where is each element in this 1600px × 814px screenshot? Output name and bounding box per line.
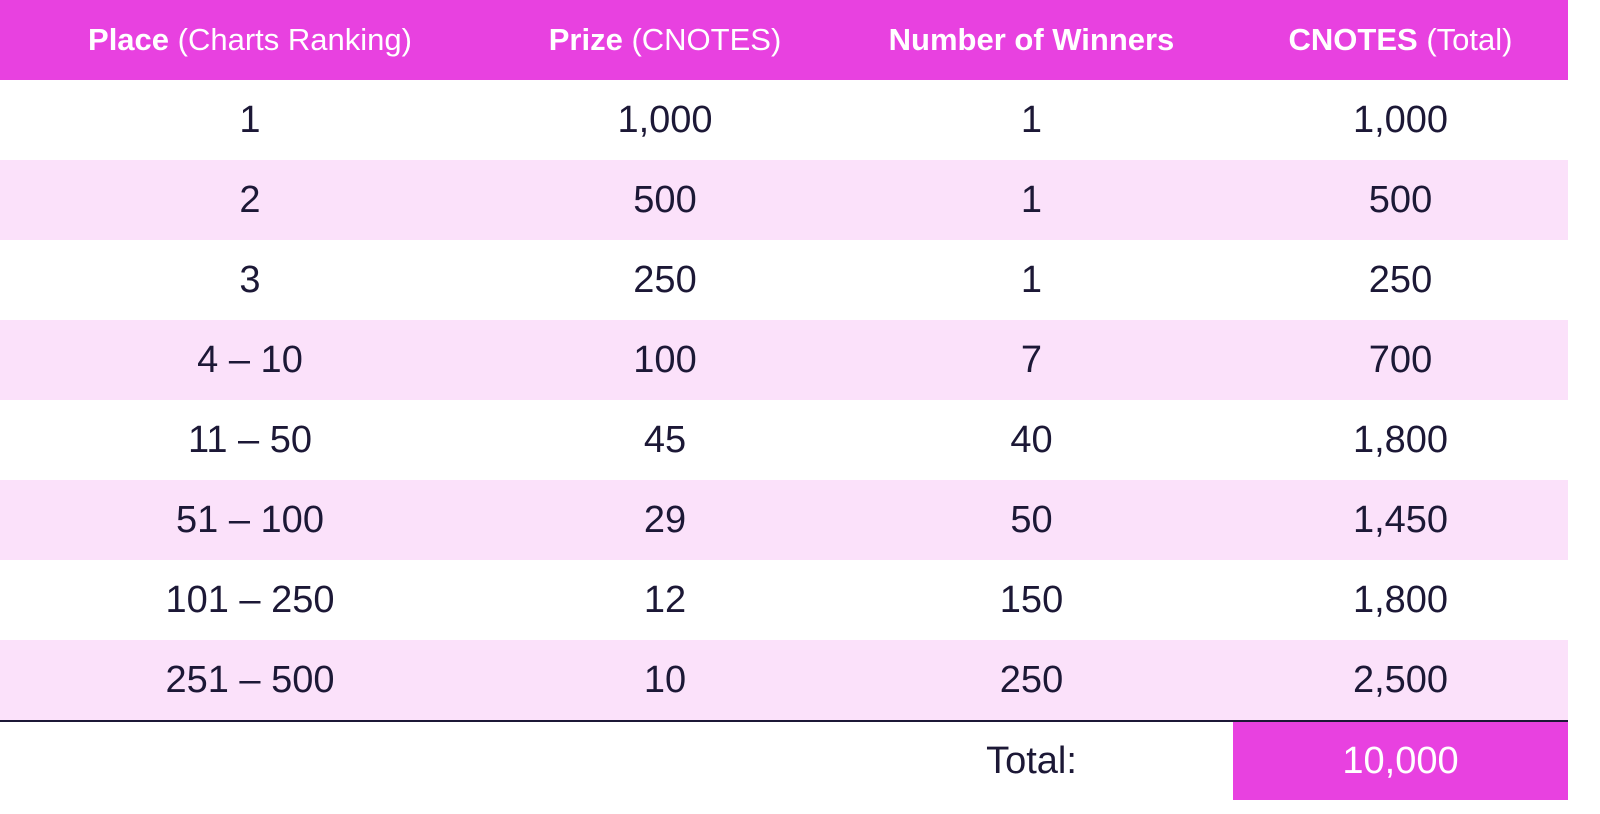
cell-winners: 1 (1020, 98, 1043, 141)
cell-cnotes-total: 1,000 (1352, 98, 1449, 141)
cell-prize: 10 (500, 640, 830, 722)
cell-cnotes-total: 1,450 (1233, 480, 1568, 560)
table-row: 2 500 1 500 (0, 160, 1568, 240)
total-row: Total: 10,000 (0, 721, 1568, 800)
total-label: Total: (986, 739, 1077, 782)
cell-prize: 29 (500, 480, 830, 560)
cell-prize: 100 (500, 320, 830, 400)
cell-cnotes-total: 2,500 (1233, 640, 1568, 722)
table-row: 4 – 10 100 7 700 (0, 320, 1568, 400)
cell-cnotes-total: 250 (1368, 258, 1433, 301)
cell-place: 1 (239, 98, 261, 141)
header-total: CNOTES (Total) (1233, 0, 1568, 80)
cell-winners: 250 (830, 640, 1233, 722)
cell-place: 3 (239, 258, 261, 301)
cell-place: 4 – 10 (0, 320, 500, 400)
table-row: 51 – 100 29 50 1,450 (0, 480, 1568, 560)
cell-prize: 45 (643, 418, 687, 461)
table-row: 1 1,000 1 1,000 (0, 80, 1568, 160)
cell-place: 101 – 250 (165, 578, 335, 621)
cell-place: 11 – 50 (188, 418, 312, 461)
cell-winners: 7 (830, 320, 1233, 400)
table-row: 251 – 500 10 250 2,500 (0, 640, 1568, 722)
header-prize: Prize (CNOTES) (500, 0, 830, 80)
header-row: Place (Charts Ranking) Prize (CNOTES) Nu… (0, 0, 1568, 80)
cell-winners: 50 (830, 480, 1233, 560)
table-row: 11 – 50 45 40 1,800 (0, 400, 1568, 480)
cell-prize: 12 (643, 578, 687, 621)
cell-prize: 1,000 (617, 98, 713, 141)
header-winners: Number of Winners (830, 0, 1233, 80)
cell-prize: 250 (633, 258, 697, 301)
prize-table: Place (Charts Ranking) Prize (CNOTES) Nu… (0, 0, 1568, 800)
cell-place: 2 (0, 160, 500, 240)
cell-cnotes-total: 1,800 (1352, 578, 1449, 621)
cell-place: 251 – 500 (0, 640, 500, 722)
cell-winners: 1 (830, 160, 1233, 240)
header-place: Place (Charts Ranking) (0, 0, 500, 80)
cell-cnotes-total: 700 (1233, 320, 1568, 400)
cell-winners: 150 (999, 578, 1064, 621)
table-row: 3 250 1 250 (0, 240, 1568, 320)
cell-winners: 1 (1020, 258, 1043, 301)
cell-cnotes-total: 500 (1233, 160, 1568, 240)
table-row: 101 – 250 12 150 1,800 (0, 560, 1568, 640)
cell-place: 51 – 100 (0, 480, 500, 560)
cell-winners: 40 (1010, 418, 1053, 461)
cell-prize: 500 (500, 160, 830, 240)
total-value: 10,000 (1233, 721, 1568, 800)
cell-cnotes-total: 1,800 (1352, 418, 1449, 461)
